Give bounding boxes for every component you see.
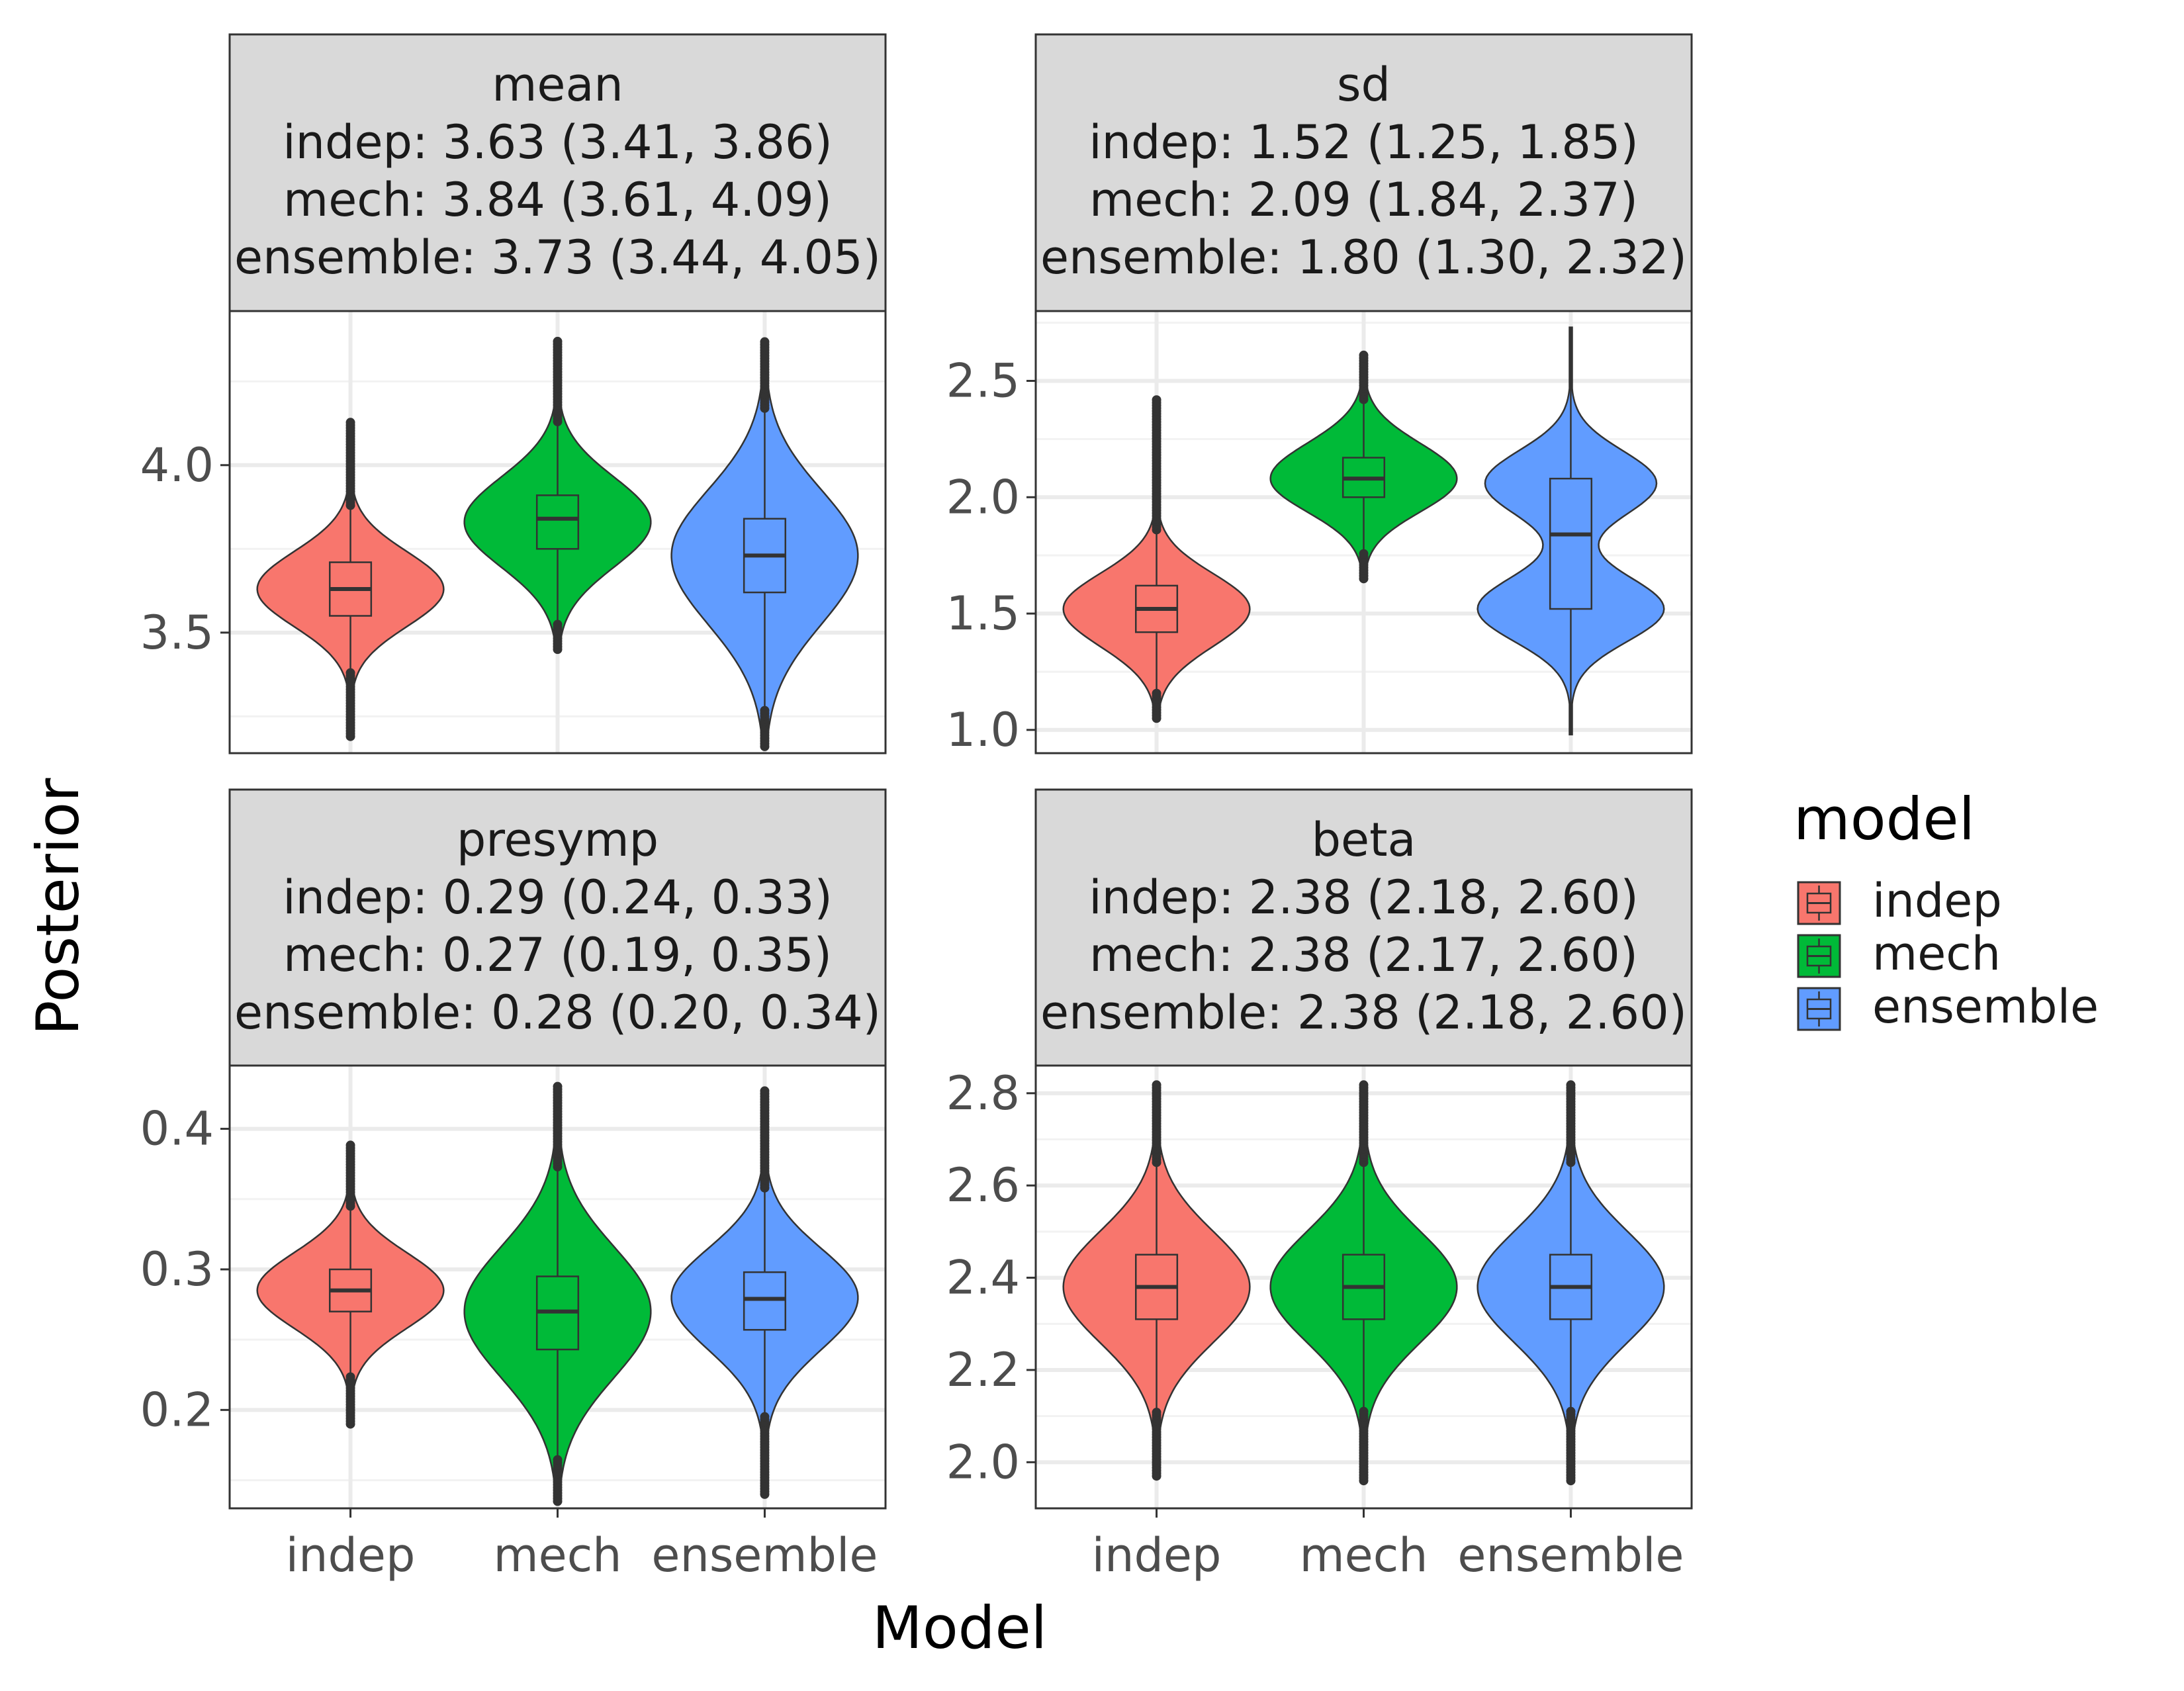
legend-label-indep: indep — [1872, 874, 2002, 928]
strip-summary-line: mech: 3.84 (3.61, 4.09) — [283, 173, 832, 227]
y-axis-title: Posterior — [24, 778, 92, 1036]
outlier-point — [553, 619, 563, 629]
x-tick-label: mech — [493, 1528, 621, 1582]
outlier-point — [760, 1412, 770, 1422]
outlier-point — [760, 706, 770, 715]
box-mech — [535, 494, 580, 550]
outlier-point — [1359, 350, 1369, 360]
strip-title: mean — [492, 58, 623, 112]
strip-summary-line: ensemble: 2.38 (2.18, 2.60) — [1040, 985, 1687, 1040]
strip-title: presymp — [457, 813, 659, 867]
outlier-point — [1359, 1406, 1369, 1416]
strip-background — [1034, 33, 1693, 312]
strip-summary-line: mech: 2.38 (2.17, 2.60) — [1089, 928, 1638, 982]
panel-plot-area — [1036, 1066, 1692, 1508]
strip-background — [228, 33, 887, 312]
strip-title: sd — [1337, 58, 1390, 112]
x-tick-label: indep — [1092, 1528, 1222, 1582]
x-axis-title: Model — [872, 1594, 1047, 1662]
panel-plot-area — [230, 1066, 886, 1508]
y-tick-label: 2.5 — [946, 353, 1020, 408]
legend-label-mech: mech — [1872, 927, 2001, 981]
box-ensemble — [743, 1271, 787, 1331]
outlier-point — [1359, 549, 1369, 559]
outlier-point — [553, 1455, 563, 1465]
outlier-point — [1152, 395, 1161, 405]
outlier-point — [760, 337, 770, 347]
y-tick-label: 2.4 — [946, 1251, 1020, 1305]
outlier-point — [1359, 1080, 1369, 1090]
panel-plot-area — [230, 311, 886, 753]
outlier-point — [345, 418, 355, 428]
y-tick-label: 2.6 — [946, 1158, 1020, 1212]
legend-title: model — [1794, 785, 1975, 853]
outlier-point — [553, 1081, 563, 1091]
outlier-point — [345, 1372, 355, 1382]
strip-summary-line: mech: 0.27 (0.19, 0.35) — [283, 928, 832, 982]
outlier-point — [345, 1140, 355, 1150]
y-tick-label: 1.5 — [946, 586, 1020, 641]
x-tick-label: ensemble — [1457, 1528, 1684, 1582]
y-tick-label: 0.2 — [140, 1383, 214, 1437]
outlier-point — [1152, 1080, 1161, 1090]
y-tick-label: 0.3 — [140, 1242, 214, 1297]
outlier-point — [1566, 1080, 1576, 1090]
y-tick-label: 4.0 — [140, 438, 214, 492]
outlier-point — [553, 336, 563, 346]
y-tick-label: 2.8 — [946, 1066, 1020, 1120]
y-tick-label: 1.0 — [946, 703, 1020, 757]
outlier-point — [345, 668, 355, 678]
outlier-point — [1152, 1408, 1161, 1418]
strip-summary-line: indep: 1.52 (1.25, 1.85) — [1089, 115, 1639, 169]
x-tick-label: ensemble — [651, 1528, 878, 1582]
strip-summary-line: ensemble: 1.80 (1.30, 2.32) — [1040, 230, 1687, 285]
strip-summary-line: ensemble: 3.73 (3.44, 4.05) — [234, 230, 881, 285]
outlier-point — [1566, 1406, 1576, 1416]
y-tick-label: 0.4 — [140, 1102, 214, 1156]
panel-plot-area — [1036, 311, 1692, 753]
box-ensemble — [1549, 477, 1593, 610]
y-tick-label: 2.2 — [946, 1343, 1020, 1397]
legend-label-ensemble: ensemble — [1872, 980, 2099, 1034]
strip-background — [228, 788, 887, 1067]
y-tick-label: 2.0 — [946, 1435, 1020, 1489]
x-tick-label: indep — [286, 1528, 416, 1582]
strip-background — [1034, 788, 1693, 1067]
strip-summary-line: indep: 2.38 (2.18, 2.60) — [1089, 870, 1639, 925]
strip-summary-line: mech: 2.09 (1.84, 2.37) — [1089, 173, 1638, 227]
outlier-point — [760, 1086, 770, 1096]
strip-title: beta — [1312, 813, 1416, 867]
outlier-point — [1152, 688, 1161, 698]
y-tick-label: 3.5 — [140, 606, 214, 660]
x-tick-label: mech — [1299, 1528, 1428, 1582]
strip-summary-line: indep: 3.63 (3.41, 3.86) — [283, 115, 833, 169]
y-tick-label: 2.0 — [946, 470, 1020, 524]
strip-summary-line: ensemble: 0.28 (0.20, 0.34) — [234, 985, 881, 1040]
strip-summary-line: indep: 0.29 (0.24, 0.33) — [283, 870, 833, 925]
